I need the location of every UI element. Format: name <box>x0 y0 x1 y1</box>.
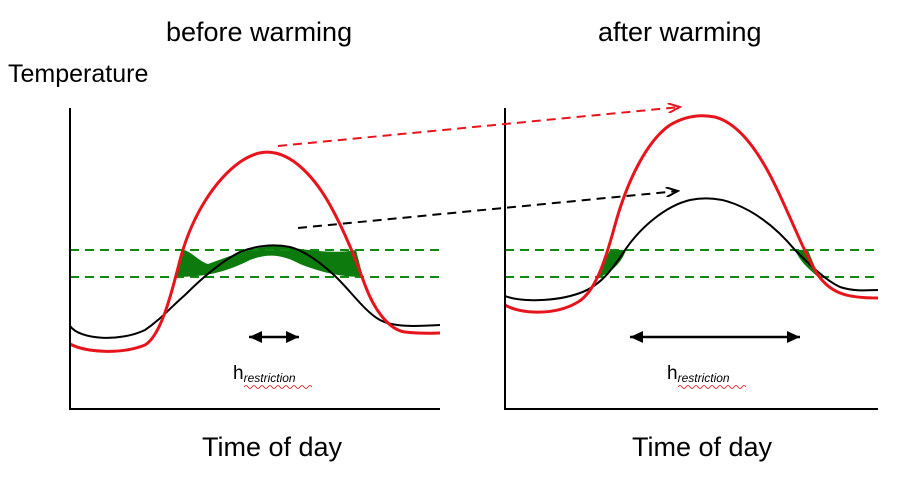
panel-title-before: before warming <box>166 17 353 47</box>
y-axis-label: Temperature <box>8 60 149 88</box>
tolerance-exceedance-fill-right-1 <box>597 250 626 277</box>
h-sub-left: restriction <box>244 371 296 385</box>
black-temperature-curve-right <box>504 197 879 302</box>
black-shift-arrow <box>297 191 678 229</box>
spellcheck-underline-left <box>243 385 313 389</box>
black-temperature-curve-left <box>69 244 441 339</box>
h-sub-right: restriction <box>678 371 730 385</box>
red-temperature-curve-right <box>504 114 879 314</box>
tolerance-exceedance-fill-left <box>176 246 363 277</box>
h-main-right: h <box>667 363 678 384</box>
spellcheck-underline-right <box>677 385 747 389</box>
panel-before: hrestriction <box>69 108 441 410</box>
red-temperature-curve-left <box>69 150 441 353</box>
x-axis-label-after: Time of day <box>632 432 773 462</box>
red-shift-arrow <box>277 107 680 147</box>
x-axis-label-before: Time of day <box>202 432 343 462</box>
h-restriction-label-right: hrestriction <box>667 363 730 385</box>
h-main-left: h <box>233 363 244 384</box>
h-restriction-label-left: hrestriction <box>233 363 296 385</box>
panel-title-after: after warming <box>598 17 762 47</box>
panel-after: hrestriction <box>504 108 879 410</box>
